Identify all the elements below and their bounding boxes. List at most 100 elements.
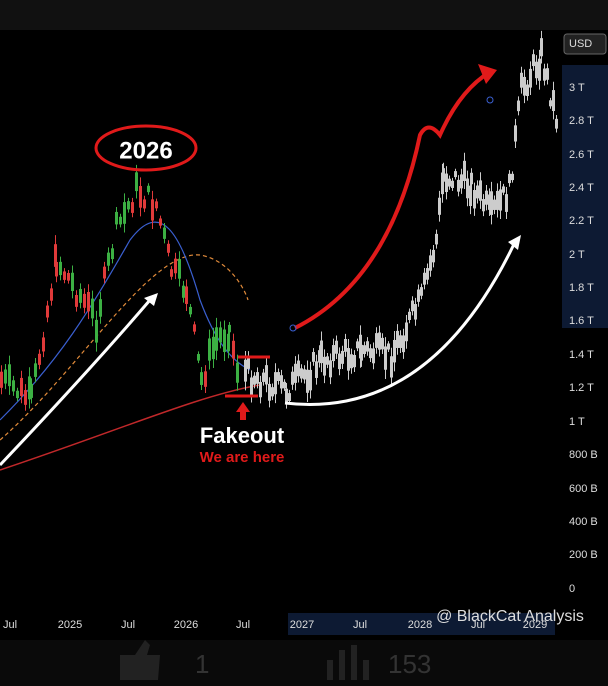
candle bbox=[420, 287, 423, 296]
candle bbox=[204, 371, 207, 387]
candle bbox=[466, 178, 469, 199]
candle bbox=[479, 180, 482, 201]
candle bbox=[38, 353, 41, 365]
candle bbox=[408, 311, 411, 320]
views-icon bbox=[327, 645, 369, 680]
candle bbox=[103, 266, 106, 279]
time-label: Jul bbox=[353, 619, 367, 631]
candle bbox=[315, 361, 318, 378]
candle bbox=[309, 369, 312, 391]
candle bbox=[262, 372, 265, 382]
candle bbox=[147, 185, 150, 193]
candle bbox=[115, 211, 118, 225]
candle bbox=[46, 305, 49, 318]
candle bbox=[344, 338, 347, 352]
candle bbox=[526, 84, 529, 97]
candle bbox=[197, 354, 200, 361]
candle bbox=[490, 191, 493, 215]
time-label: Jul bbox=[236, 619, 250, 631]
candle bbox=[399, 335, 402, 348]
candle bbox=[215, 327, 218, 351]
time-label: Jul bbox=[121, 619, 135, 631]
candle bbox=[432, 249, 435, 263]
up-arrow bbox=[0, 299, 152, 467]
fakeout: Fakeout bbox=[200, 423, 285, 448]
candle bbox=[75, 294, 78, 307]
candle bbox=[356, 341, 359, 349]
candle bbox=[353, 354, 356, 368]
price-label: 2.4 T bbox=[569, 182, 594, 194]
candle bbox=[55, 261, 58, 277]
candle bbox=[482, 199, 485, 212]
candle bbox=[250, 377, 253, 396]
time-label: Jul bbox=[471, 619, 485, 631]
candle bbox=[460, 174, 463, 189]
price-label: 800 B bbox=[569, 449, 598, 461]
candle bbox=[111, 248, 114, 260]
axis-highlight bbox=[562, 65, 608, 328]
candle bbox=[259, 381, 262, 398]
price-label: 400 B bbox=[569, 516, 598, 528]
arrowhead bbox=[144, 293, 158, 306]
candle bbox=[360, 344, 363, 361]
candle bbox=[256, 372, 259, 384]
candle bbox=[347, 348, 350, 371]
candle bbox=[50, 288, 53, 301]
candle bbox=[441, 172, 444, 195]
candle bbox=[34, 363, 37, 377]
candle bbox=[514, 125, 517, 142]
candle bbox=[396, 330, 399, 348]
candle bbox=[493, 199, 496, 210]
candle bbox=[326, 356, 329, 365]
time-label: 2027 bbox=[290, 619, 314, 631]
candle bbox=[372, 348, 375, 364]
candle bbox=[131, 202, 134, 213]
candle bbox=[463, 160, 466, 181]
candle bbox=[523, 76, 526, 96]
candle bbox=[288, 393, 291, 401]
candle bbox=[193, 324, 196, 332]
candle bbox=[212, 336, 215, 360]
candle bbox=[499, 189, 502, 211]
price-label: 1.4 T bbox=[569, 349, 594, 361]
candle bbox=[30, 383, 33, 398]
candle bbox=[332, 345, 335, 362]
candle bbox=[294, 363, 297, 383]
candle bbox=[71, 272, 74, 292]
candle bbox=[28, 376, 31, 400]
candle bbox=[283, 381, 286, 389]
red-path bbox=[294, 70, 492, 330]
candle bbox=[445, 173, 448, 193]
arrowhead bbox=[478, 64, 497, 84]
candle bbox=[253, 375, 256, 385]
like-icon bbox=[120, 640, 160, 680]
up-marker bbox=[236, 402, 250, 420]
candle bbox=[285, 388, 288, 403]
candle bbox=[329, 360, 332, 378]
top-bar bbox=[0, 0, 608, 30]
candle bbox=[135, 172, 138, 192]
price-label: 1.2 T bbox=[569, 382, 594, 394]
candle bbox=[280, 375, 283, 389]
candle bbox=[274, 372, 277, 395]
price-label: 1.8 T bbox=[569, 282, 594, 294]
ma-red bbox=[0, 384, 261, 471]
candle bbox=[291, 371, 294, 385]
candle bbox=[454, 171, 457, 178]
candle bbox=[123, 202, 126, 224]
candle bbox=[223, 329, 226, 352]
candle bbox=[16, 390, 19, 399]
time-label: 2029 bbox=[523, 619, 547, 631]
candle bbox=[438, 197, 441, 215]
candle bbox=[303, 369, 306, 380]
candle bbox=[244, 359, 247, 382]
price-label: 2.2 T bbox=[569, 215, 594, 227]
candle bbox=[429, 255, 432, 271]
candle bbox=[277, 372, 280, 381]
candle bbox=[402, 335, 405, 353]
candle bbox=[473, 190, 476, 209]
candle bbox=[393, 339, 396, 363]
candle bbox=[470, 172, 473, 185]
candle bbox=[517, 100, 520, 112]
candle bbox=[414, 304, 417, 320]
